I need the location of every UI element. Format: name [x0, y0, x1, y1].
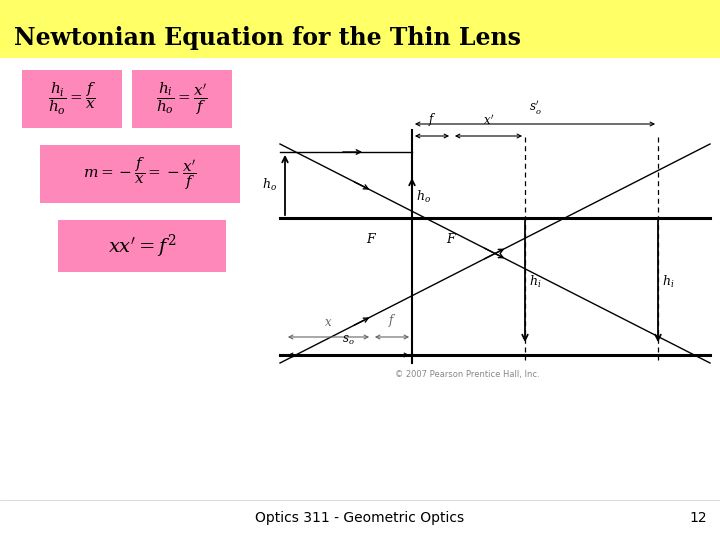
Text: $xx' = f^{2}$: $xx' = f^{2}$: [108, 232, 176, 260]
Bar: [132, 70, 232, 128]
Text: Optics 311 - Geometric Optics: Optics 311 - Geometric Optics: [256, 511, 464, 525]
Text: $s_o$: $s_o$: [342, 334, 355, 347]
Text: $F$: $F$: [446, 232, 458, 246]
Text: $\dfrac{h_i}{h_o} = \dfrac{f}{x}$: $\dfrac{h_i}{h_o} = \dfrac{f}{x}$: [48, 81, 96, 117]
Text: Newtonian Equation for the Thin Lens: Newtonian Equation for the Thin Lens: [14, 26, 521, 50]
Text: $h_o$: $h_o$: [416, 188, 431, 205]
Text: $x'$: $x'$: [483, 113, 494, 128]
Text: $f$: $f$: [428, 111, 436, 128]
Text: © 2007 Pearson Prentice Hall, Inc.: © 2007 Pearson Prentice Hall, Inc.: [395, 370, 539, 379]
Text: $h_i$: $h_i$: [529, 273, 541, 289]
Bar: [22, 70, 122, 128]
Text: $x$: $x$: [324, 316, 333, 329]
Bar: [58, 220, 226, 272]
Text: $h_i$: $h_i$: [662, 273, 675, 289]
Text: $\dfrac{h_i}{h_o} = \dfrac{x'}{f}$: $\dfrac{h_i}{h_o} = \dfrac{x'}{f}$: [156, 81, 208, 117]
Text: $h_o$: $h_o$: [262, 177, 277, 193]
Text: $f$: $f$: [387, 312, 397, 329]
Text: $F$: $F$: [366, 232, 377, 246]
Bar: [40, 145, 240, 203]
Bar: [0, 0, 720, 58]
Text: $m = -\dfrac{f}{x} = -\dfrac{x'}{f}$: $m = -\dfrac{f}{x} = -\dfrac{x'}{f}$: [83, 156, 197, 192]
Text: 12: 12: [689, 511, 707, 525]
Text: $s_o'$: $s_o'$: [528, 98, 541, 116]
